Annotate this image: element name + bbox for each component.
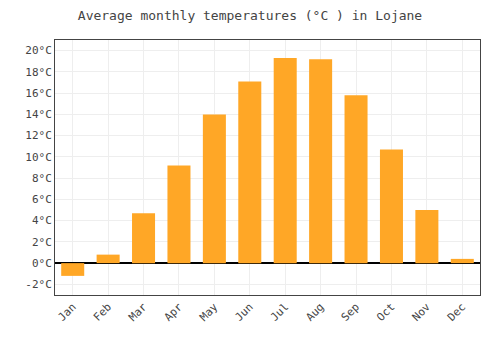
- svg-text:Jan: Jan: [55, 301, 78, 324]
- svg-text:Average monthly temperatures (: Average monthly temperatures (°C ) in Lo…: [78, 8, 423, 23]
- svg-text:2°C: 2°C: [32, 236, 52, 249]
- svg-text:Aug: Aug: [303, 301, 326, 324]
- svg-text:Feb: Feb: [91, 301, 114, 324]
- svg-text:Sep: Sep: [339, 301, 362, 324]
- svg-text:Nov: Nov: [410, 300, 434, 324]
- svg-text:20°C: 20°C: [25, 44, 52, 57]
- svg-text:Jul: Jul: [268, 301, 291, 324]
- svg-text:Apr: Apr: [162, 300, 186, 324]
- svg-text:10°C: 10°C: [25, 151, 52, 164]
- svg-text:8°C: 8°C: [32, 172, 52, 185]
- svg-text:May: May: [197, 300, 221, 324]
- svg-text:12°C: 12°C: [25, 129, 52, 142]
- svg-text:Jun: Jun: [233, 301, 256, 324]
- svg-text:0°C: 0°C: [32, 257, 52, 270]
- svg-text:16°C: 16°C: [25, 87, 52, 100]
- svg-text:14°C: 14°C: [25, 108, 52, 121]
- svg-text:18°C: 18°C: [25, 66, 52, 79]
- svg-text:6°C: 6°C: [32, 193, 52, 206]
- svg-text:4°C: 4°C: [32, 214, 52, 227]
- svg-text:Dec: Dec: [445, 301, 468, 324]
- svg-text:Mar: Mar: [126, 300, 150, 324]
- svg-text:Oct: Oct: [374, 301, 397, 324]
- svg-text:-2°C: -2°C: [25, 278, 52, 291]
